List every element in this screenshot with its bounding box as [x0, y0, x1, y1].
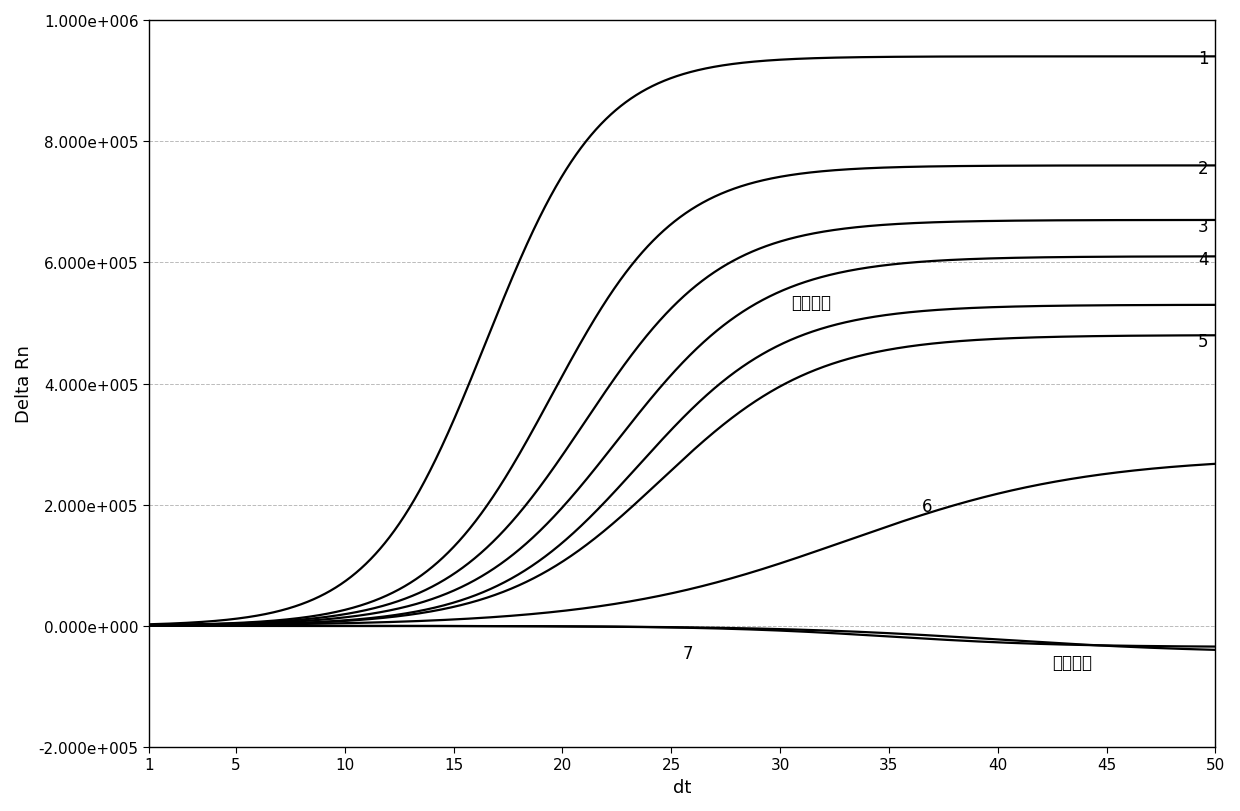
Text: 阳性对照: 阳性对照 — [791, 294, 831, 311]
X-axis label: dt: dt — [673, 778, 692, 796]
Text: 阴性对照: 阴性对照 — [1053, 654, 1092, 672]
Text: 5: 5 — [1198, 333, 1209, 350]
Text: 7: 7 — [682, 644, 693, 663]
Text: 4: 4 — [1198, 251, 1209, 269]
Text: 2: 2 — [1198, 161, 1209, 178]
Text: 3: 3 — [1198, 217, 1209, 236]
Text: 6: 6 — [921, 497, 932, 515]
Text: 1: 1 — [1198, 49, 1209, 67]
Y-axis label: Delta Rn: Delta Rn — [15, 345, 33, 423]
